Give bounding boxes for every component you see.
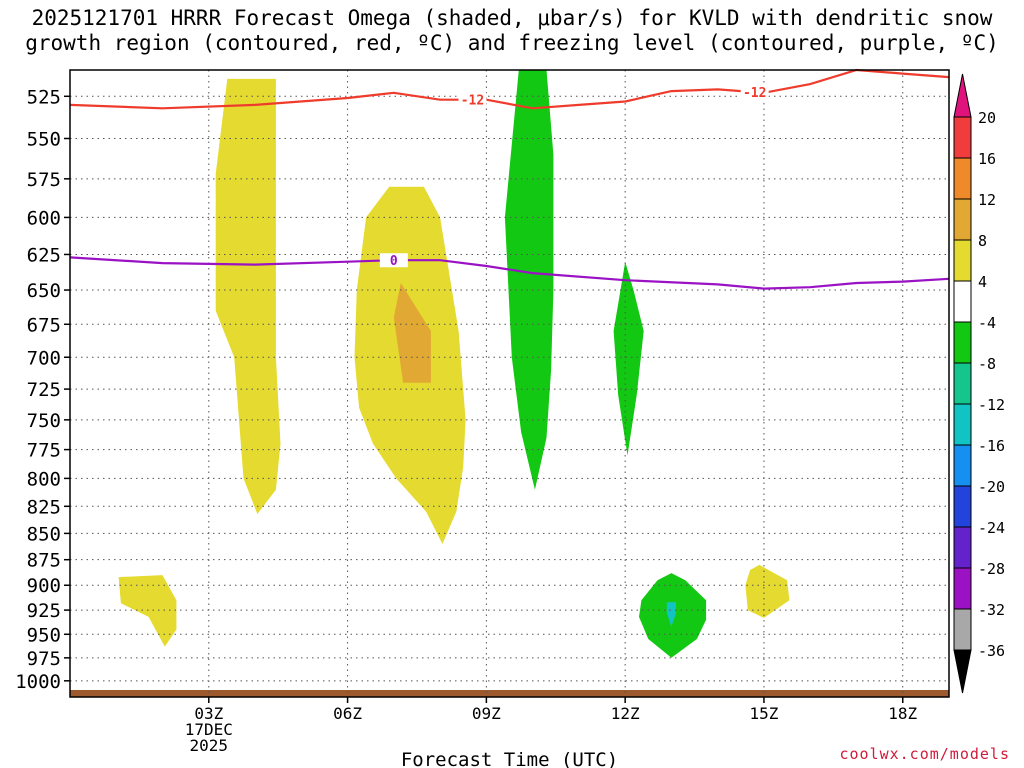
colorbar-band-12 [953,608,972,651]
credit-label: coolwx.com/models [839,745,1010,763]
colorbar-band-4 [953,280,972,323]
pressure-axis: 525 550 575 600 625 650 675 700 725 750 775 800 825 8… [15,86,70,693]
colorbar-label-12: -32 [978,601,1005,619]
y-tick-label-825: 825 [27,496,61,518]
colorbar-label-0: 20 [978,109,996,127]
omega-region-yellow-small-02z [118,575,177,647]
colorbar-band-0 [953,116,972,159]
colorbar-label-7: -12 [978,396,1005,414]
omega-region-green-column-10z [504,70,554,490]
y-tick-label-625: 625 [27,244,61,266]
colorbar-band-6 [953,362,972,405]
y-tick-label-950: 950 [27,624,61,646]
terrain-layer [70,690,949,697]
y-tick-label-575: 575 [27,169,61,191]
omega-region-green-sliver-12z [613,261,644,456]
y-tick-label-850: 850 [27,523,61,545]
freezing-contour-label-bg-0 [379,253,408,268]
y-tick-label-900: 900 [27,575,61,597]
freezing-contour-line [69,256,950,290]
y-tick-label-875: 875 [27,550,61,572]
colorbar-label-3: 8 [978,232,987,250]
chart-title-line-1: 2025121701 HRRR Forecast Omega (shaded, … [31,6,993,30]
y-tick-label-800: 800 [27,468,61,490]
omega-shading-layer [118,70,790,658]
colorbar-top-arrow [953,73,972,118]
colorbar-band-9 [953,485,972,528]
dendritic-contour-label-1: -12 [743,86,766,101]
y-tick-label-650: 650 [27,280,61,302]
y-tick-label-975: 975 [27,648,61,670]
colorbar-label-4: 4 [978,273,987,291]
plot-frame [69,69,950,698]
freezing-contour-label-0: 0 [390,254,398,269]
chart-title-line-2: growth region (contoured, red, ºC) and f… [25,31,999,55]
x-axis-label: Forecast Time (UTC) [401,749,618,768]
y-tick-label-550: 550 [27,128,61,150]
y-tick-label-600: 600 [27,207,61,229]
omega-region-yellow-column-03z [215,78,281,515]
chart-title: 2025121701 HRRR Forecast Omega (shaded, … [0,6,1024,56]
x-tick-label-18Z: 18Z [888,704,917,723]
y-tick-label-700: 700 [27,347,61,369]
y-tick-label-1000: 1000 [15,671,61,693]
y-tick-label-775: 775 [27,440,61,462]
date-label-1: 2025 [190,736,229,755]
terrain-band [70,690,949,697]
y-tick-label-750: 750 [27,410,61,432]
gridlines [70,70,949,697]
colorbar-band-7 [953,403,972,446]
colorbar-label-2: 12 [978,191,996,209]
colorbar-label-9: -20 [978,478,1005,496]
x-tick-label-03Z: 03Z [194,704,223,723]
colorbar-band-11 [953,567,972,610]
y-tick-label-925: 925 [27,600,61,622]
colorbar-band-8 [953,444,972,487]
colorbar-band-1 [953,157,972,200]
omega-region-orange-core-07z [393,283,431,383]
colorbar: 20 16 12 8 4 -4 -8 -12 -16 -20 -24 -28 -32 -36 [953,73,1005,694]
colorbar-label-10: -24 [978,519,1005,537]
y-tick-label-725: 725 [27,379,61,401]
dendritic-contour-label-0: -12 [461,94,484,109]
x-tick-label-09Z: 09Z [472,704,501,723]
x-tick-label-06Z: 06Z [333,704,362,723]
colorbar-label-1: 16 [978,150,996,168]
dendritic-contour-label-bg-0 [458,92,487,107]
x-tick-label-12Z: 12Z [611,704,640,723]
dendritic-contour-label-bg-1 [740,85,769,100]
colorbar-label-8: -16 [978,437,1005,455]
omega-region-yellow-small-15z [745,564,790,618]
contour-layer: -12 -12 0 [69,68,950,290]
colorbar-label-5: -4 [978,314,996,332]
y-tick-label-675: 675 [27,314,61,336]
colorbar-band-2 [953,198,972,241]
dendritic-contour-line [69,68,950,110]
x-tick-label-15Z: 15Z [749,704,778,723]
colorbar-band-5 [953,321,972,364]
colorbar-label-13: -36 [978,642,1005,660]
omega-region-teal-core-13z [666,602,676,627]
colorbar-band-10 [953,526,972,569]
y-tick-label-525: 525 [27,86,61,108]
colorbar-label-11: -28 [978,560,1005,578]
colorbar-band-3 [953,239,972,282]
date-label-0: 17DEC [185,720,233,739]
colorbar-bottom-arrow [953,649,972,694]
colorbar-label-6: -8 [978,355,996,373]
